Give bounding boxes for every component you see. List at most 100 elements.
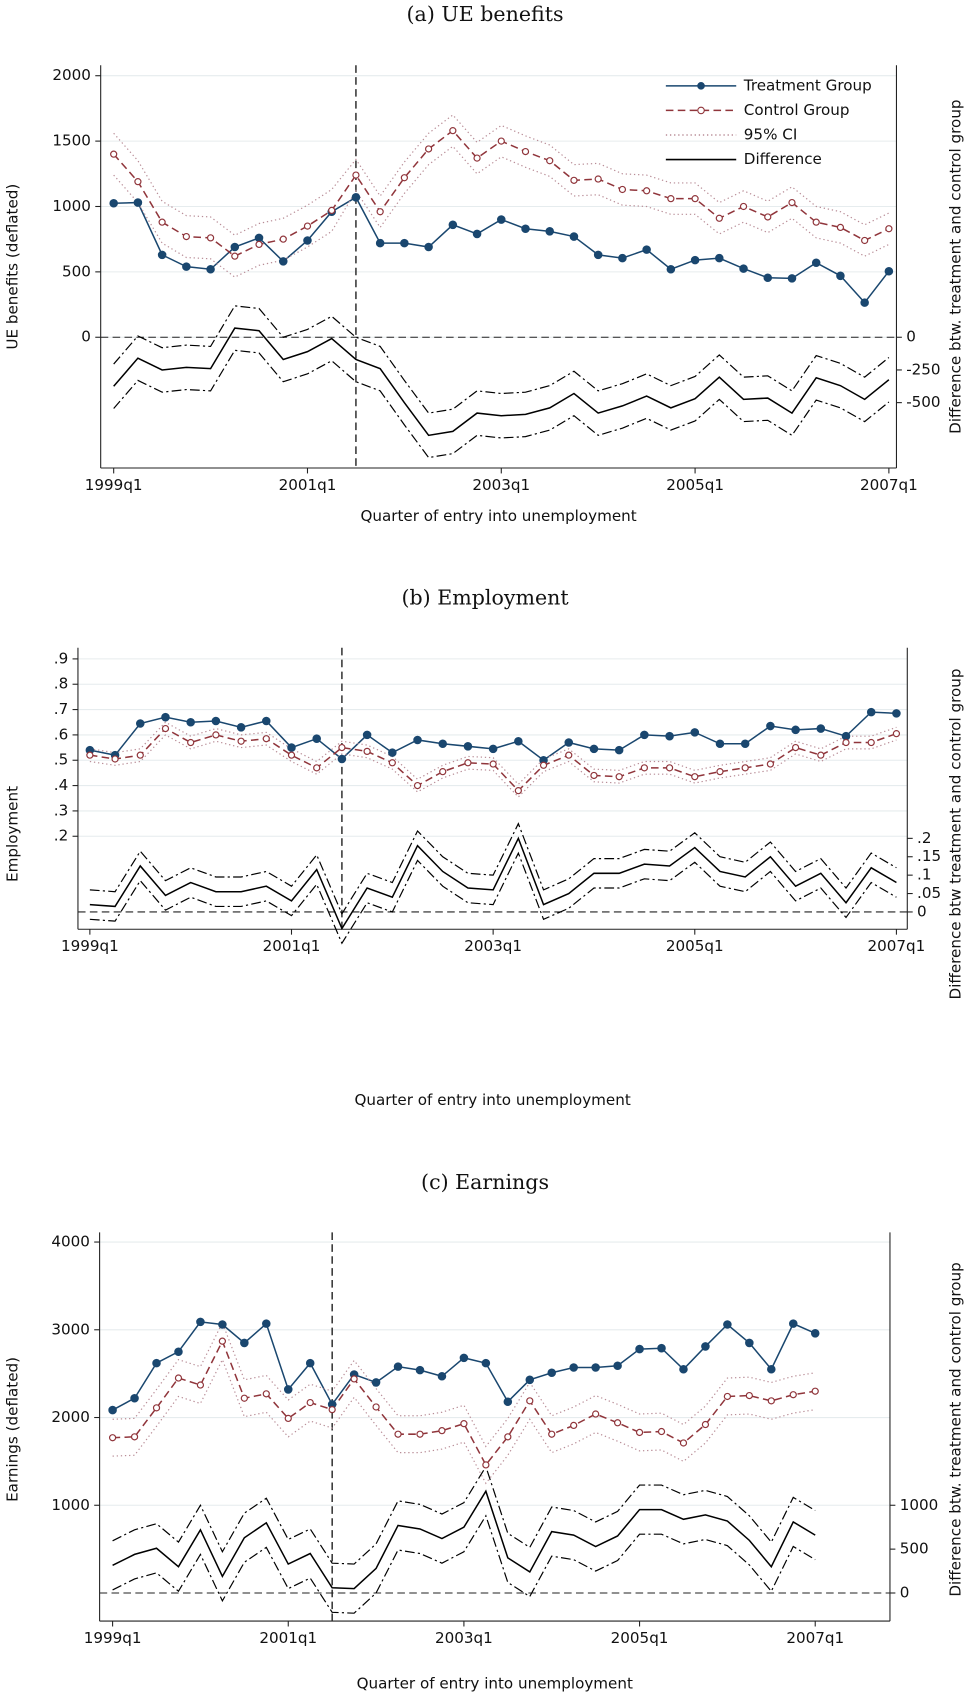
y2-tick-label: 1000 <box>900 1496 939 1514</box>
point <box>497 137 505 145</box>
y-tick-label: 0 <box>81 328 91 346</box>
point <box>613 1419 622 1427</box>
y-tick-label: .4 <box>54 776 68 794</box>
point <box>788 1319 798 1328</box>
point <box>439 768 447 776</box>
point <box>841 731 851 741</box>
point <box>723 1392 732 1401</box>
point <box>666 264 676 274</box>
point <box>161 712 170 722</box>
point <box>350 1375 358 1383</box>
x-tick-label: 2005q1 <box>666 937 724 955</box>
point <box>424 242 433 252</box>
ci-upper <box>89 721 897 786</box>
y2-tick-label: 0 <box>900 1583 910 1601</box>
point <box>885 225 893 233</box>
point <box>866 707 876 717</box>
point <box>130 1433 139 1441</box>
point <box>591 1363 600 1372</box>
point <box>86 751 94 759</box>
point <box>789 1391 797 1399</box>
y-tick-label: 3000 <box>51 1320 90 1338</box>
point <box>564 738 574 747</box>
point <box>788 198 796 207</box>
point <box>351 193 361 202</box>
y-tick-label: 1500 <box>52 132 91 150</box>
point <box>278 257 288 266</box>
y2-tick-label: -500 <box>906 393 940 411</box>
point <box>362 730 372 740</box>
point <box>182 232 190 241</box>
point <box>237 737 245 745</box>
point <box>570 176 578 184</box>
point <box>305 1358 315 1368</box>
point <box>643 187 651 195</box>
x-tick-label: 2007q1 <box>786 1629 844 1647</box>
point <box>679 1364 688 1374</box>
y-tick-label: .5 <box>54 751 68 769</box>
point <box>767 1397 775 1405</box>
x-tick-label: 2007q1 <box>860 476 918 494</box>
point <box>569 232 579 241</box>
legend-label: Treatment Group <box>743 76 872 94</box>
y-tick-label: .8 <box>54 675 68 693</box>
point <box>787 274 797 283</box>
point <box>618 185 627 194</box>
point <box>766 760 775 768</box>
point <box>548 1430 556 1438</box>
point <box>892 709 901 718</box>
point <box>547 1368 557 1378</box>
point <box>739 202 748 211</box>
point <box>640 730 649 740</box>
series-line <box>112 1489 816 1590</box>
y-axis-label: Earnings (deflated) <box>3 1357 21 1502</box>
point <box>303 236 312 245</box>
legend-label: Difference <box>744 150 822 168</box>
difference-ci-lower <box>89 851 897 945</box>
point <box>424 145 433 153</box>
y-tick-label: .9 <box>54 649 68 667</box>
point <box>745 1391 753 1400</box>
point <box>715 253 724 263</box>
y-tick-label: 1000 <box>51 1496 90 1514</box>
y2-tick-label: .15 <box>917 847 941 865</box>
point <box>613 1361 622 1371</box>
point <box>861 236 869 245</box>
point <box>464 759 472 767</box>
point <box>667 195 675 203</box>
point <box>371 1378 381 1387</box>
legend-marker <box>697 106 705 115</box>
point <box>816 724 826 733</box>
y2-axis-label: Difference btw. treatment and control gr… <box>947 99 965 433</box>
point <box>766 721 775 731</box>
point <box>867 738 875 747</box>
point <box>161 724 170 733</box>
point <box>448 220 458 230</box>
point <box>134 178 142 186</box>
point <box>328 1405 336 1414</box>
point <box>388 748 397 757</box>
point <box>255 240 263 249</box>
point <box>287 751 296 759</box>
point <box>108 1434 117 1442</box>
point <box>715 214 723 222</box>
point <box>539 761 548 769</box>
point <box>618 253 627 263</box>
point <box>130 1393 139 1403</box>
point <box>763 273 773 283</box>
point <box>489 760 497 768</box>
point <box>187 738 195 747</box>
point <box>594 175 602 183</box>
y-tick-label: .7 <box>54 700 68 718</box>
point <box>284 1414 292 1423</box>
point <box>394 1430 402 1438</box>
point <box>449 127 457 135</box>
point <box>136 751 144 759</box>
x-axis-label: Quarter of entry into unemployment <box>357 1674 633 1692</box>
y2-tick-label: .2 <box>917 829 931 847</box>
point <box>614 745 624 755</box>
point <box>545 227 555 236</box>
point <box>546 157 554 165</box>
point <box>745 1338 754 1348</box>
x-tick-label: 2001q1 <box>259 1629 317 1647</box>
